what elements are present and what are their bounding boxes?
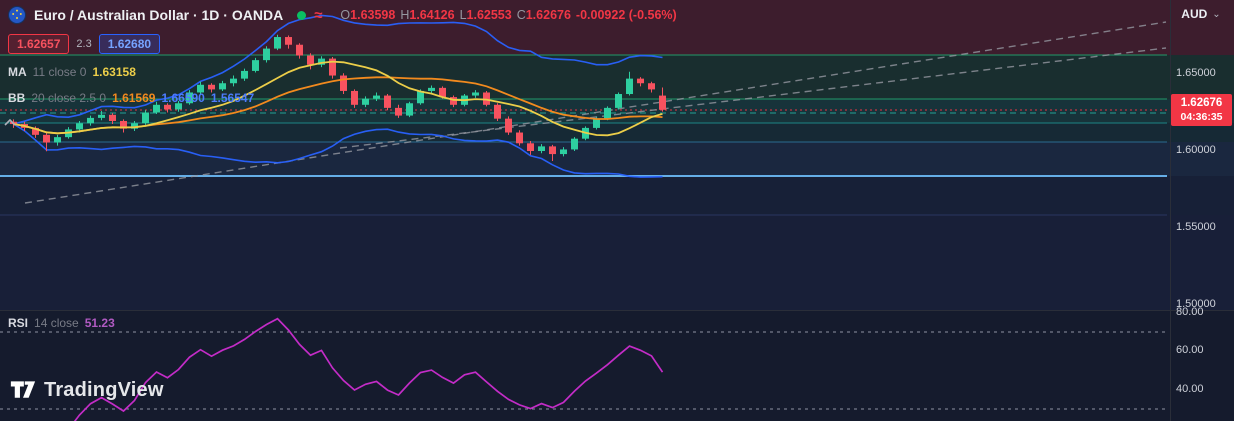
scale-tick-label: 40.00 xyxy=(1176,383,1204,395)
spread-value: 2.3 xyxy=(76,38,92,50)
bb-upper-line xyxy=(13,14,663,125)
ma-name: MA xyxy=(8,65,27,79)
last-price-badge: 1.62676 04:36:35 xyxy=(1171,94,1232,126)
change-value: -0.00922 (-0.56%) xyxy=(575,8,677,22)
bb-upper-value: 1.66590 xyxy=(161,91,205,105)
scale-tick-label: 60.00 xyxy=(1176,344,1204,356)
tradingview-logo-text: TradingView xyxy=(44,378,164,401)
wave-icon: ≈ xyxy=(314,6,323,24)
indicator-legend-bb[interactable]: BB 20 close 2.5 0 1.61569 1.66590 1.5654… xyxy=(8,91,254,105)
indicator-legend-rsi[interactable]: RSI 14 close 51.23 xyxy=(8,316,115,330)
market-status-dot-icon xyxy=(297,10,307,20)
rsi-line xyxy=(73,317,664,421)
price-scale[interactable]: 1.65000 1.60000 1.55000 1.50000 80.00 60.00 40… xyxy=(1170,0,1234,421)
background-zone xyxy=(0,215,1234,310)
indicator-legend-ma[interactable]: MA 11 close 0 1.63158 xyxy=(8,65,136,79)
trendline xyxy=(24,21,1167,204)
symbol-logo-icon xyxy=(8,6,26,24)
price-pane xyxy=(0,14,1167,216)
scale-tick-label: 80.00 xyxy=(1176,306,1204,318)
currency-label: AUD xyxy=(1181,7,1208,21)
scale-tick-label: 1.55000 xyxy=(1176,221,1216,233)
close-label: C xyxy=(516,8,526,22)
bb-lower-line xyxy=(13,123,663,178)
rsi-params: 14 close xyxy=(34,316,79,330)
scale-tick-label: 1.60000 xyxy=(1176,144,1216,156)
high-label: H xyxy=(400,8,410,22)
background-zone xyxy=(0,176,1234,215)
bb-lower-value: 1.56547 xyxy=(210,91,255,105)
rsi-name: RSI xyxy=(8,316,29,330)
ma-params: 11 close 0 xyxy=(32,65,87,79)
chevron-down-icon: ⌄ xyxy=(1212,8,1221,20)
tradingview-logo[interactable]: TradingView xyxy=(10,378,164,402)
bb-params: 20 close 2.5 0 xyxy=(31,91,107,105)
ohlc-values: O1.63598 H1.64126 L1.62553 C1.62676 -0.0… xyxy=(340,8,676,22)
sell-price-button[interactable]: 1.62657 xyxy=(8,34,70,54)
symbol-legend[interactable]: Euro / Australian Dollar · 1D · OANDA ≈ … xyxy=(8,6,677,24)
scale-tick-label: 1.65000 xyxy=(1176,67,1216,79)
low-label: L xyxy=(459,8,467,22)
background-zone xyxy=(0,310,1234,421)
high-value: 1.64126 xyxy=(409,8,455,22)
bb-name: BB xyxy=(8,91,26,105)
open-value: 1.63598 xyxy=(350,8,396,22)
bar-countdown: 04:36:35 xyxy=(1180,111,1223,123)
currency-selector[interactable]: AUD ⌄ xyxy=(1170,2,1232,26)
trendline xyxy=(339,47,1167,149)
quote-row: 1.62657 2.3 1.62680 xyxy=(8,34,161,54)
ma11-line xyxy=(13,60,663,137)
collapse-pane-button[interactable] xyxy=(2,114,18,130)
tradingview-logo-icon xyxy=(10,381,36,398)
rsi-pane xyxy=(0,317,1167,421)
open-label: O xyxy=(340,8,351,22)
last-price-value: 1.62676 xyxy=(1180,97,1223,109)
buy-price-button[interactable]: 1.62680 xyxy=(98,34,161,54)
scale-tick-label: 1.50000 xyxy=(1176,298,1216,310)
bb-basis-value: 1.61569 xyxy=(112,91,156,105)
background-zone xyxy=(0,142,1234,176)
rsi-value: 51.23 xyxy=(84,316,115,330)
ma-value: 1.63158 xyxy=(92,65,136,79)
background-zone xyxy=(0,0,1234,55)
low-value: 1.62553 xyxy=(466,8,512,22)
chevron-up-icon xyxy=(4,118,16,126)
symbol-title[interactable]: Euro / Australian Dollar · 1D · OANDA xyxy=(34,7,284,23)
close-value: 1.62676 xyxy=(525,8,571,22)
